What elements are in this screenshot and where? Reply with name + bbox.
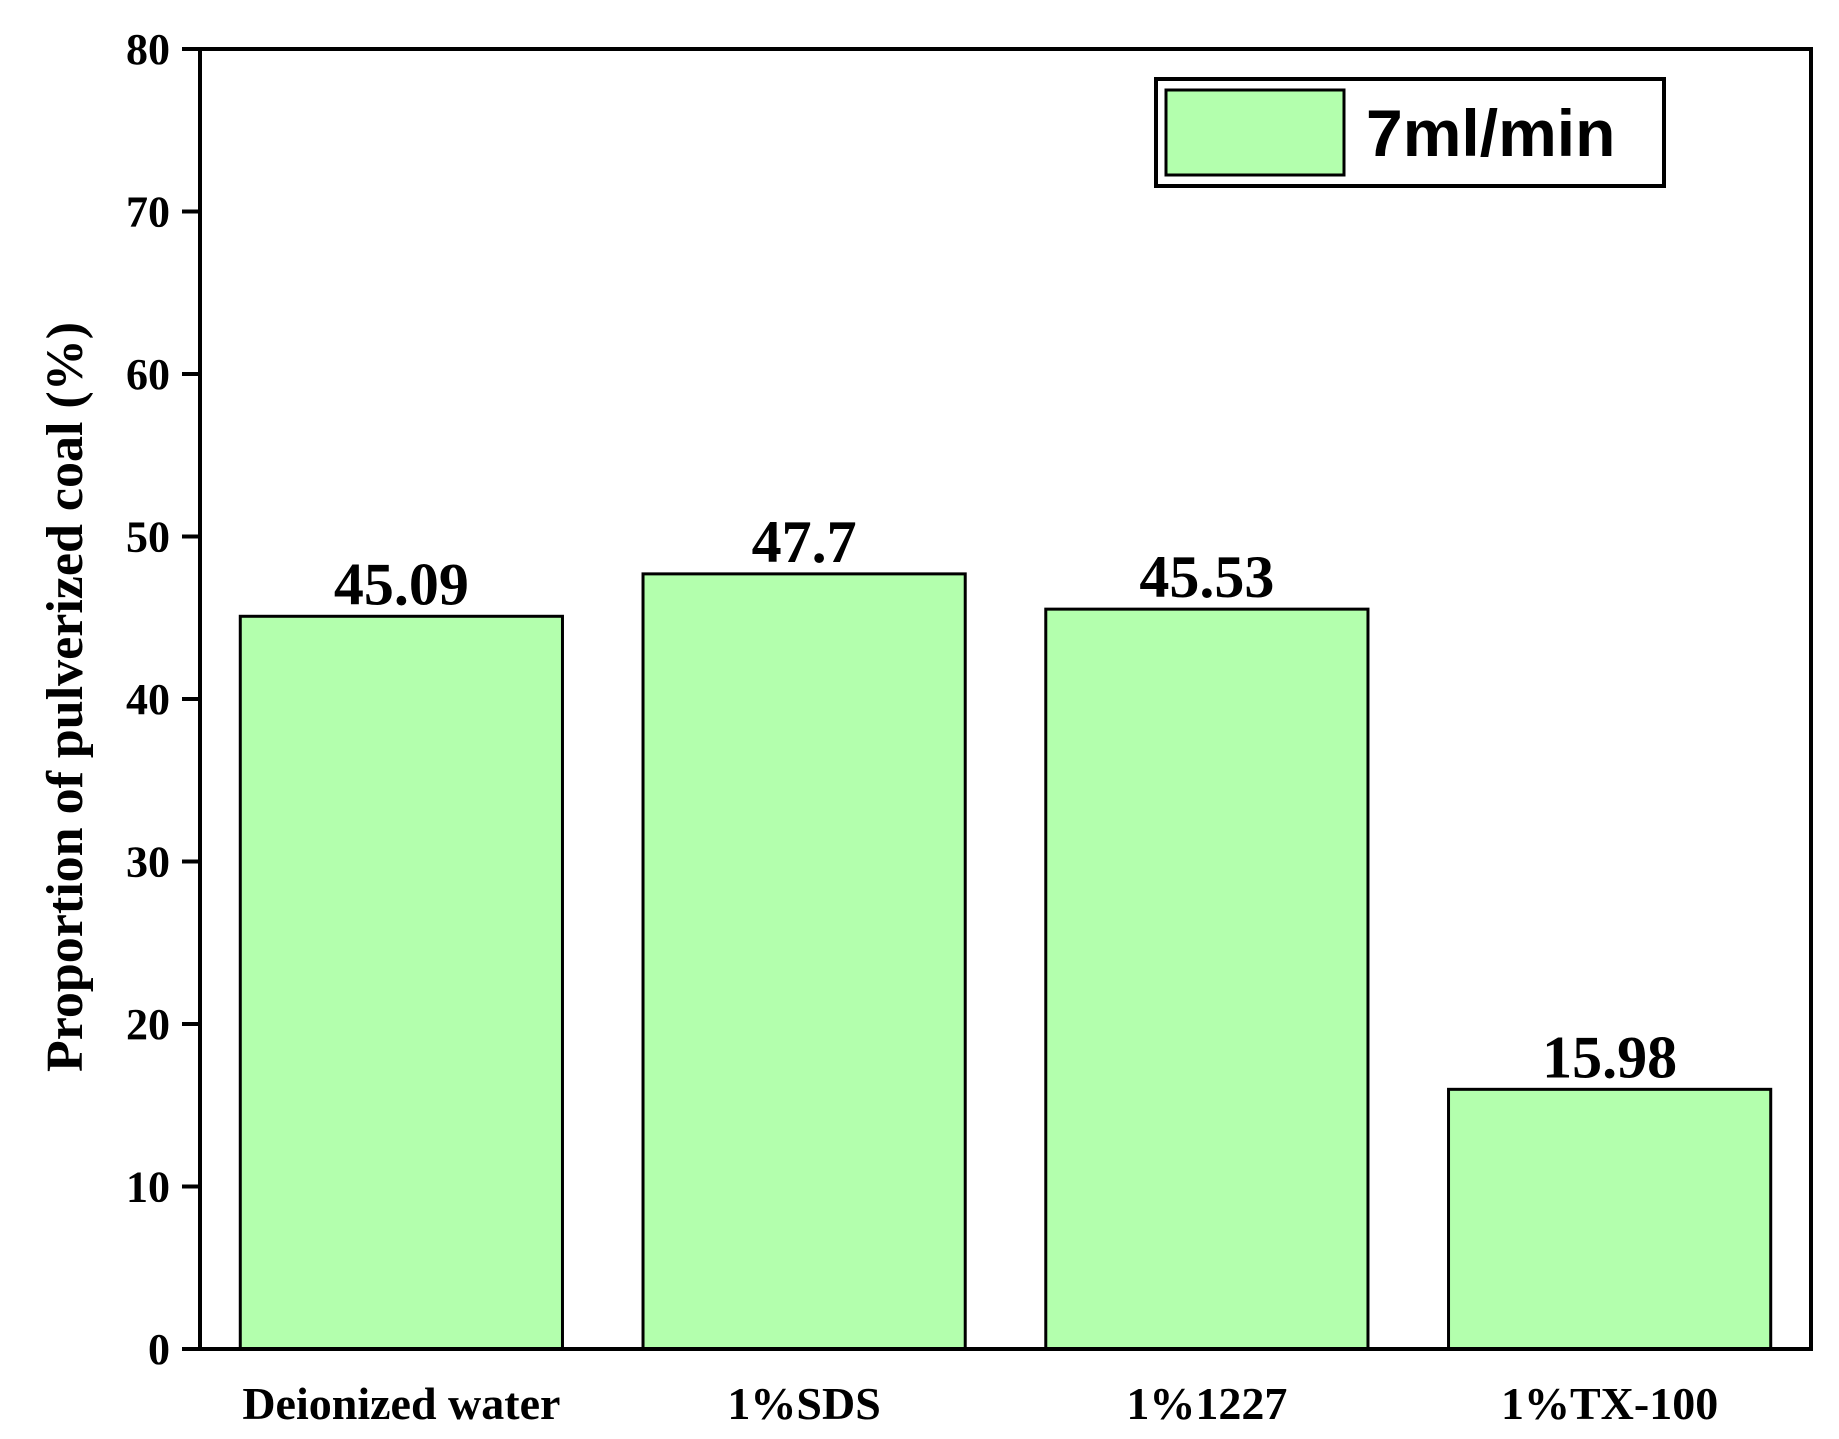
legend: 7ml/min — [1154, 77, 1666, 188]
data-label: 45.53 — [1139, 544, 1274, 610]
y-tick-label: 0 — [148, 1325, 170, 1374]
bar-1-sds — [641, 572, 967, 1351]
y-tick-label: 20 — [126, 1000, 170, 1049]
axes-layer: Deionized water 1%SDS 1%1227 1%TX-100 0 10 20 3… — [126, 25, 1813, 1429]
x-tick-label: 1%1227 — [1126, 1378, 1287, 1429]
y-tick-label: 80 — [126, 25, 170, 74]
y-tick-label: 60 — [126, 350, 170, 399]
x-tick-label: Deionized water — [242, 1378, 560, 1429]
legend-label: 7ml/min — [1366, 96, 1615, 170]
data-label: 47.7 — [752, 509, 857, 575]
bar-1-1227 — [1044, 607, 1370, 1351]
data-label: 15.98 — [1542, 1024, 1677, 1090]
x-tick-label: 1%SDS — [727, 1378, 880, 1429]
data-labels-layer: 45.09 47.7 45.53 15.98 — [334, 509, 1677, 1090]
legend-swatch — [1164, 88, 1346, 177]
y-tick-label: 70 — [126, 188, 170, 237]
y-tick-label: 10 — [126, 1163, 170, 1212]
y-tick-label: 40 — [126, 675, 170, 724]
x-tick-label: 1%TX-100 — [1501, 1378, 1718, 1429]
data-label: 45.09 — [334, 551, 469, 617]
bar-deionized-water — [238, 614, 564, 1351]
y-tick-label: 50 — [126, 513, 170, 562]
bars-layer — [238, 572, 1773, 1351]
bar-1-tx-100 — [1447, 1087, 1773, 1351]
y-axis-title: Proportion of pulverized coal (%) — [37, 322, 94, 1072]
y-tick-label: 30 — [126, 838, 170, 887]
